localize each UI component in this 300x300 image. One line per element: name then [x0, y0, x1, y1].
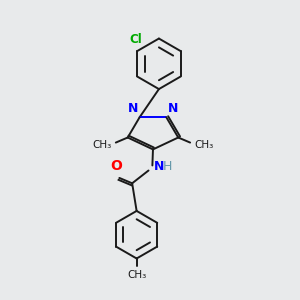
- Text: H: H: [163, 160, 172, 173]
- Text: CH₃: CH₃: [92, 140, 111, 150]
- Text: O: O: [110, 159, 122, 173]
- Text: Cl: Cl: [129, 33, 142, 46]
- Text: CH₃: CH₃: [127, 270, 146, 280]
- Text: N: N: [168, 102, 178, 115]
- Text: N: N: [154, 160, 164, 173]
- Text: N: N: [128, 102, 138, 115]
- Text: CH₃: CH₃: [195, 140, 214, 150]
